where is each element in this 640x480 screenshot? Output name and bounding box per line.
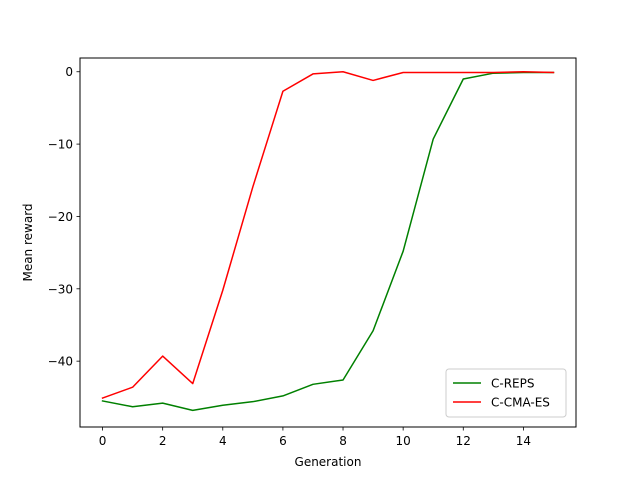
x-tick-label: 0 [99, 434, 107, 448]
x-tick-label: 6 [279, 434, 287, 448]
y-axis-label: Mean reward [21, 203, 35, 281]
legend-box [445, 368, 567, 418]
legend: C-REPS C-CMA-ES [445, 368, 567, 418]
y-tick-label: −30 [48, 282, 73, 296]
x-tick-label: 14 [516, 434, 531, 448]
x-tick-label: 4 [219, 434, 227, 448]
x-axis-ticks: 0 2 4 6 8 10 12 14 [99, 427, 531, 448]
y-tick-label: −40 [48, 355, 73, 369]
x-axis-label: Generation [295, 455, 362, 469]
y-axis-ticks: 0 −10 −20 −30 −40 [48, 65, 80, 369]
x-tick-label: 12 [456, 434, 471, 448]
series-line-c-reps [101, 71, 555, 412]
plot-frame [79, 57, 577, 428]
series-layer [101, 71, 555, 412]
legend-label-c-cma-es: C-CMA-ES [491, 396, 550, 410]
legend-label-c-reps: C-REPS [491, 377, 534, 391]
x-tick-label: 8 [339, 434, 347, 448]
x-tick-label: 2 [159, 434, 167, 448]
series-line-c-cma-es [101, 71, 555, 400]
y-tick-label: −10 [48, 138, 73, 152]
y-tick-label: 0 [65, 65, 73, 79]
y-tick-label: −20 [48, 210, 73, 224]
x-tick-label: 10 [396, 434, 411, 448]
